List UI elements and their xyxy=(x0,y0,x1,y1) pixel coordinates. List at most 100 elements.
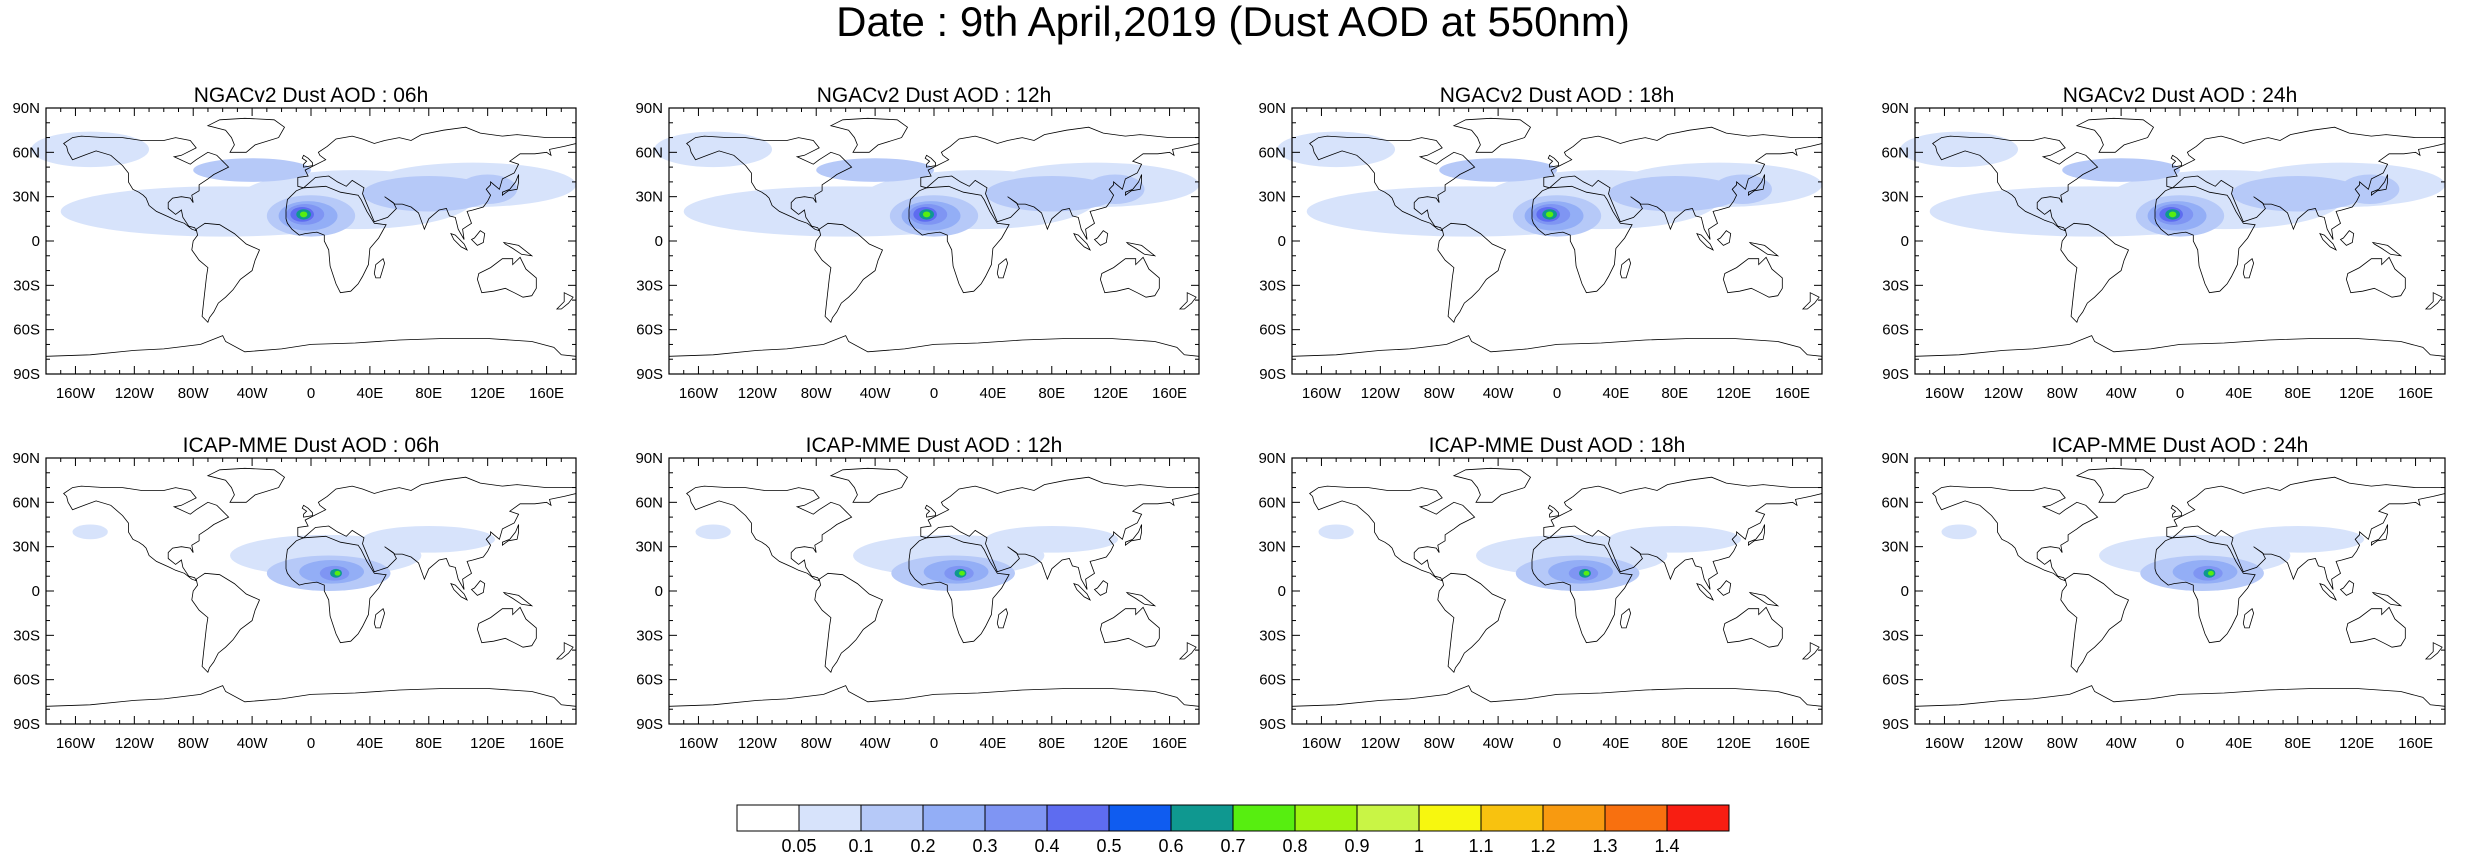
lon-tick-label: 40W xyxy=(860,385,892,402)
coastline xyxy=(1437,222,1507,324)
dust-plume xyxy=(985,525,1119,553)
coastline xyxy=(2319,582,2338,601)
world-map: 90N 60N 30N 0 30S 60S 90S 160W 120W 80W 40W 0 40E 80E… xyxy=(12,450,577,752)
coastline xyxy=(1309,485,1476,582)
coastline xyxy=(2060,222,2130,324)
dust-plume xyxy=(1545,211,1554,218)
colorbar-box xyxy=(860,804,924,832)
lat-tick-label: 90N xyxy=(1258,100,1286,117)
lon-tick-label: 40E xyxy=(357,385,384,402)
colorbar-label: 0.7 xyxy=(1220,836,1245,854)
colorbar-box xyxy=(1480,804,1544,832)
lon-tick-label: 40E xyxy=(357,735,384,752)
world-map: 90N 60N 30N 0 30S 60S 90S 160W 120W 80W 40W 0 40E 80E… xyxy=(635,450,1200,752)
lat-tick-label: 30N xyxy=(1258,539,1286,556)
lon-tick-label: 120W xyxy=(1984,385,2024,402)
coastline xyxy=(2170,504,2182,518)
coastline xyxy=(63,135,230,232)
lon-tick-label: 160W xyxy=(56,735,96,752)
coastline xyxy=(920,126,1200,240)
lat-tick-label: 60S xyxy=(1882,322,1909,339)
lon-tick-label: 80W xyxy=(1424,385,1456,402)
lon-tick-label: 40E xyxy=(980,735,1007,752)
coastline xyxy=(1747,174,1765,196)
lat-tick-label: 60N xyxy=(12,494,40,511)
coastline xyxy=(1932,135,2099,232)
coastline xyxy=(814,222,884,324)
lon-tick-label: 40W xyxy=(237,735,269,752)
coastline xyxy=(2339,580,2355,596)
lat-tick-label: 90N xyxy=(12,100,40,117)
lon-tick-label: 0 xyxy=(2176,385,2184,402)
coastline xyxy=(2339,230,2355,246)
dust-plume xyxy=(985,175,1119,212)
lon-tick-label: 80W xyxy=(178,735,210,752)
map-panel-icap-mme-18h: ICAP-MME Dust AOD : 18h 90N 60N 30N 0 30S 60S 9… xyxy=(1246,434,1831,774)
coastline xyxy=(1452,117,1532,153)
coastline xyxy=(1547,504,1559,518)
map-panel-ngacv2-24h: NGACv2 Dust AOD : 24h 90N 60N 30N 0 30S 60S 90S… xyxy=(1869,84,2454,424)
lon-tick-label: 160E xyxy=(529,385,564,402)
coastline xyxy=(1531,185,1633,294)
colorbar-box xyxy=(1604,804,1668,832)
coastline xyxy=(502,241,534,257)
coastline xyxy=(1547,154,1559,168)
coastline xyxy=(555,642,574,660)
coastlines xyxy=(668,117,1200,357)
lat-tick-label: 90N xyxy=(12,450,40,467)
coastline xyxy=(1452,467,1532,503)
colorbar-box xyxy=(1046,804,1110,832)
coastline xyxy=(668,685,1200,707)
lat-tick-label: 30S xyxy=(1259,627,1286,644)
dust-plume xyxy=(2062,158,2180,182)
lon-tick-label: 40W xyxy=(2106,385,2138,402)
colorbar-box xyxy=(1356,804,1420,832)
panel-title: NGACv2 Dust AOD : 06h xyxy=(193,84,429,107)
panel-title: NGACv2 Dust AOD : 12h xyxy=(816,84,1052,107)
colorbar-label: 0.9 xyxy=(1344,836,1369,854)
lon-tick-label: 80W xyxy=(2047,385,2079,402)
lon-tick-label: 80E xyxy=(1038,385,1065,402)
coastline xyxy=(1124,524,1142,546)
lon-tick-label: 80W xyxy=(178,385,210,402)
lat-tick-label: 0 xyxy=(32,233,40,250)
dust-plume xyxy=(2340,174,2400,205)
colorbar-label: 1 xyxy=(1414,836,1424,854)
dust-plume xyxy=(2168,211,2177,218)
coastline xyxy=(1291,685,1823,707)
coastline xyxy=(301,154,313,168)
lon-tick-label: 40E xyxy=(980,385,1007,402)
coastlines xyxy=(45,467,577,707)
lat-tick-label: 60N xyxy=(12,144,40,161)
coastline xyxy=(2166,476,2446,590)
dust-plume xyxy=(959,570,965,576)
dust-aod-shading xyxy=(654,131,1199,237)
lat-tick-label: 90N xyxy=(635,450,663,467)
coastline xyxy=(1099,256,1160,298)
lon-tick-label: 160W xyxy=(1925,735,1965,752)
coastline xyxy=(373,258,386,279)
lon-tick-label: 160W xyxy=(1925,385,1965,402)
coastline xyxy=(476,256,537,298)
lat-tick-label: 90S xyxy=(1882,716,1909,733)
coastline xyxy=(920,476,1200,590)
dust-aod-shading xyxy=(695,524,1119,591)
axis-ticks xyxy=(45,457,577,725)
coastline xyxy=(2060,572,2130,674)
lon-tick-label: 80W xyxy=(801,385,833,402)
axis-ticks xyxy=(668,107,1200,375)
lon-tick-label: 40E xyxy=(2226,735,2253,752)
lat-tick-label: 60N xyxy=(635,494,663,511)
lon-tick-label: 80E xyxy=(2284,735,2311,752)
coastline xyxy=(2154,535,2256,644)
coastline xyxy=(924,504,936,518)
dust-plume xyxy=(816,158,934,182)
coastline xyxy=(2242,258,2255,279)
colorbar-label: 0.6 xyxy=(1158,836,1183,854)
map-frame xyxy=(1914,457,2446,725)
colorbar-box xyxy=(1294,804,1358,832)
lat-tick-label: 60S xyxy=(636,672,663,689)
coastline xyxy=(1747,524,1765,546)
panel-title: NGACv2 Dust AOD : 24h xyxy=(2062,84,2298,107)
lat-tick-label: 60N xyxy=(1881,494,1909,511)
